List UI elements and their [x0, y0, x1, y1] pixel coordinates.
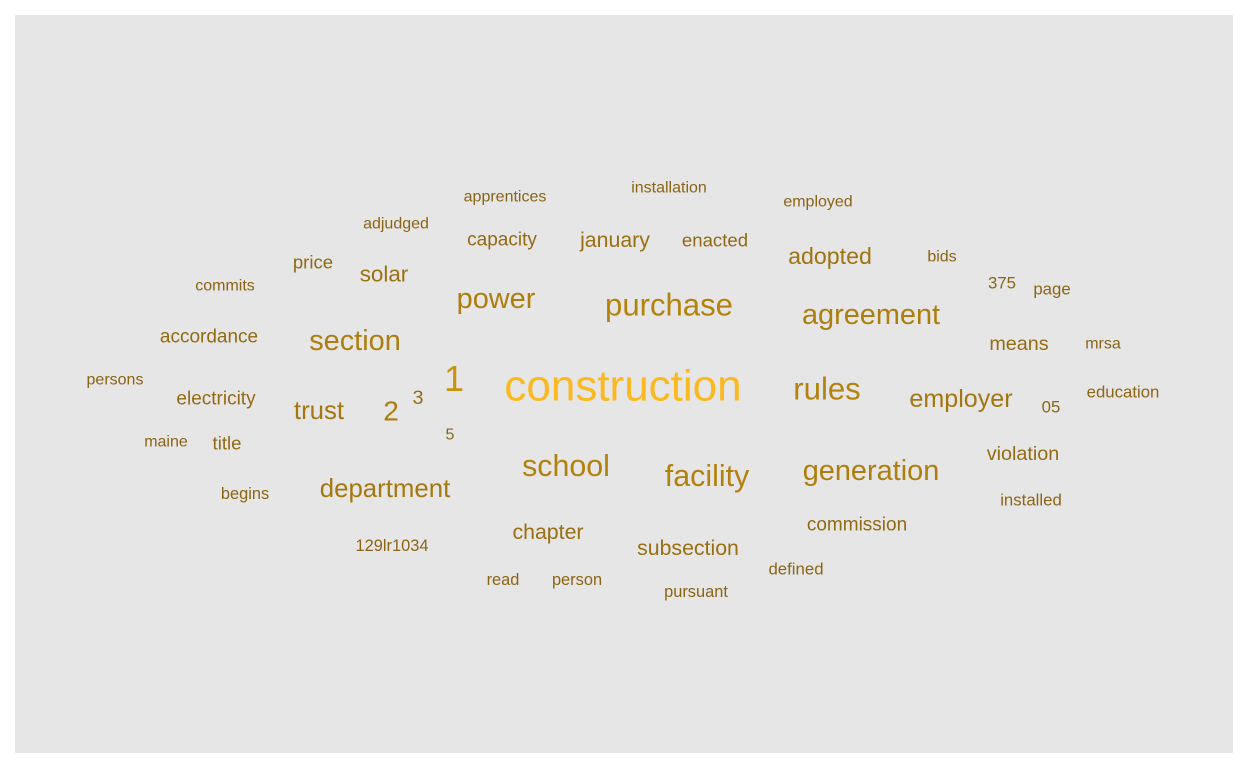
word-defined: defined — [768, 560, 823, 579]
word-price: price — [293, 252, 333, 273]
word-electricity: electricity — [176, 389, 256, 410]
word-3: 3 — [412, 387, 423, 409]
word-violation: violation — [987, 443, 1060, 465]
word-installed: installed — [1000, 491, 1062, 510]
word-1: 1 — [444, 359, 464, 399]
word-facility: facility — [665, 459, 750, 493]
word-enacted: enacted — [682, 230, 748, 251]
word-read: read — [487, 571, 520, 589]
word-section: section — [309, 325, 401, 357]
word-5: 5 — [446, 427, 455, 444]
word-installation: installation — [631, 180, 707, 197]
word-375: 375 — [988, 274, 1016, 293]
word-subsection: subsection — [637, 536, 739, 560]
word-power: power — [457, 283, 536, 315]
word-agreement: agreement — [802, 299, 940, 331]
word-bids: bids — [927, 249, 956, 266]
word-education: education — [1087, 383, 1160, 402]
word-pursuant: pursuant — [664, 583, 728, 601]
word-accordance: accordance — [160, 327, 258, 348]
word-129lr1034: 129lr1034 — [356, 537, 429, 555]
word-page: page — [1033, 280, 1070, 299]
word-solar: solar — [360, 262, 409, 287]
word-title: title — [213, 433, 242, 454]
word-means: means — [989, 333, 1048, 355]
word-persons: persons — [87, 372, 144, 389]
word-school: school — [522, 449, 610, 483]
word-department: department — [320, 475, 451, 503]
word-generation: generation — [803, 455, 940, 487]
word-rules: rules — [793, 372, 860, 407]
word-apprentices: apprentices — [464, 189, 547, 206]
word-trust: trust — [294, 397, 344, 425]
word-adopted: adopted — [788, 243, 872, 269]
plot-panel — [15, 15, 1233, 753]
word-chapter: chapter — [512, 520, 583, 544]
word-employed: employed — [783, 194, 852, 211]
word-capacity: capacity — [467, 230, 537, 251]
word-begins: begins — [221, 485, 269, 503]
word-mrsa: mrsa — [1085, 336, 1121, 353]
word-commission: commission — [807, 515, 907, 536]
word-construction: construction — [504, 362, 741, 411]
word-employer: employer — [909, 385, 1012, 413]
word-adjudged: adjudged — [363, 216, 429, 233]
word-commits: commits — [195, 278, 255, 295]
word-january: january — [579, 228, 650, 252]
word-purchase: purchase — [605, 288, 733, 323]
word-05: 05 — [1042, 398, 1061, 417]
word-maine: maine — [144, 434, 188, 451]
word-2: 2 — [383, 396, 399, 427]
word-person: person — [552, 571, 602, 589]
